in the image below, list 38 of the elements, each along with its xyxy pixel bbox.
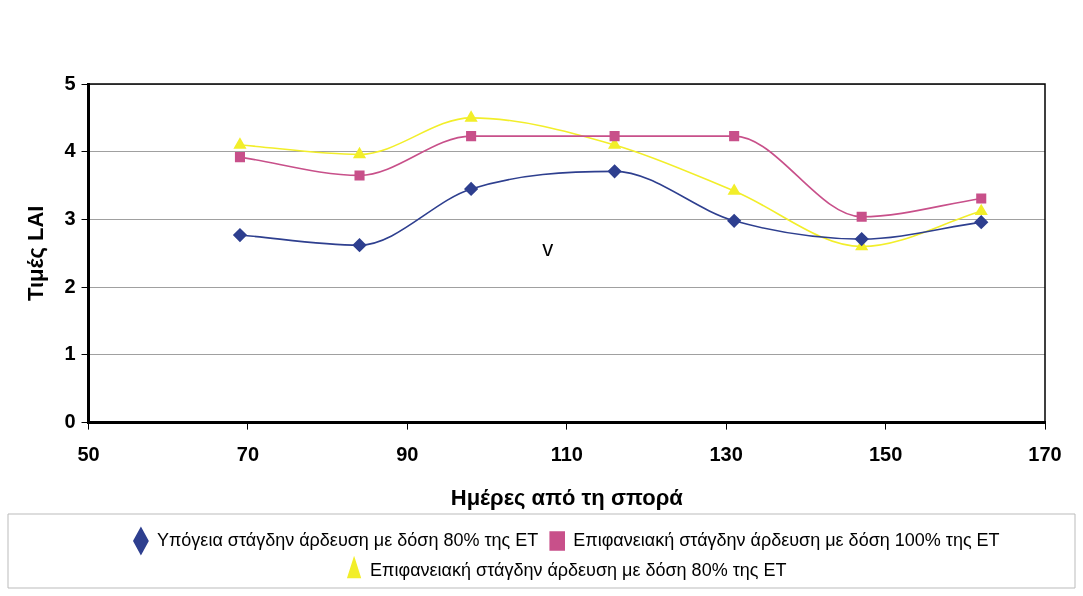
y-tick-label: 0 xyxy=(64,410,76,433)
x-tick-label: 170 xyxy=(1028,443,1062,466)
point xyxy=(233,138,246,149)
point xyxy=(233,228,247,242)
x-tick-label: 130 xyxy=(709,443,743,466)
y-tick-label: 3 xyxy=(64,206,76,229)
x-tick-label: 90 xyxy=(396,443,419,466)
point xyxy=(354,170,365,181)
point xyxy=(856,211,867,222)
point xyxy=(352,238,367,252)
point xyxy=(974,215,989,229)
x-axis-title: Ημέρες από τη σπορά xyxy=(450,484,684,510)
y-tick-label: 5 xyxy=(64,71,76,94)
y-axis-title: Τιμές LAI xyxy=(23,205,49,302)
annotation: v xyxy=(542,235,554,261)
legend-label: Υπόγεια στάγδην άρδευση με δόση 80% της ET xyxy=(156,529,539,550)
point xyxy=(854,232,869,246)
y-tick-label: 2 xyxy=(64,274,76,297)
point xyxy=(609,131,620,142)
point xyxy=(234,152,246,163)
y-tick-label: 1 xyxy=(64,342,76,365)
legend-label: Επιφανειακή στάγδην άρδευση με δόση 80% της ET xyxy=(370,559,787,580)
point xyxy=(607,164,622,179)
point xyxy=(466,131,477,142)
point xyxy=(464,182,478,196)
y-tick-label: 4 xyxy=(64,139,77,162)
point xyxy=(728,184,741,195)
x-tick-label: 150 xyxy=(868,443,903,466)
legend-label: Επιφανειακή στάγδην άρδευση με δόση 100% της ET xyxy=(573,529,1000,550)
point xyxy=(976,193,987,204)
point xyxy=(727,213,741,228)
x-tick-label: 110 xyxy=(550,443,583,466)
point xyxy=(729,131,740,142)
point xyxy=(353,147,366,159)
point xyxy=(975,204,988,216)
x-tick-label: 50 xyxy=(77,443,100,466)
point xyxy=(465,111,478,122)
x-tick-label: 70 xyxy=(236,443,260,466)
